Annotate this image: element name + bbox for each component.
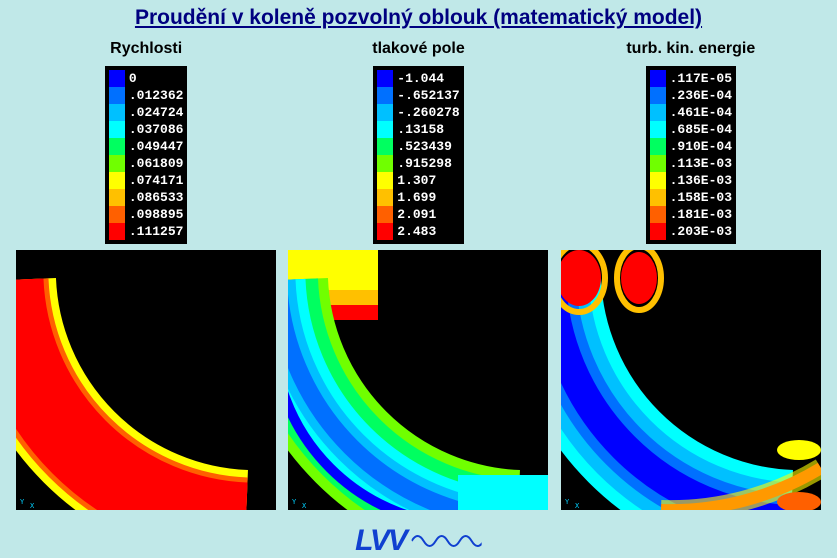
legend-swatch (377, 138, 393, 155)
legend-swatch (109, 138, 125, 155)
legend-swatch (109, 87, 125, 104)
legend-swatch (377, 172, 393, 189)
logo-text: LVV (355, 524, 406, 558)
logo: LVV (355, 524, 482, 558)
page-title: Proudění v koleně pozvolný oblouk (matem… (0, 0, 837, 30)
legend-value: .910E-04 (670, 138, 732, 155)
legend-swatch (377, 121, 393, 138)
legend-value: .024724 (129, 104, 184, 121)
legend-swatch (650, 138, 666, 155)
svg-text:Y: Y (20, 498, 25, 506)
legend-swatches (377, 70, 393, 240)
simulation-plot: Y X (16, 250, 276, 510)
legend-labels: -1.044-.652137-.260278.13158.523439.9152… (397, 70, 459, 240)
legend-swatches (650, 70, 666, 240)
legend-swatch (109, 189, 125, 206)
svg-text:Y: Y (565, 498, 570, 506)
legend-value: .203E-03 (670, 223, 732, 240)
legend-value: .236E-04 (670, 87, 732, 104)
legend-value: .461E-04 (670, 104, 732, 121)
legend-value: .113E-03 (670, 155, 732, 172)
legend-value: -1.044 (397, 70, 459, 87)
legend-swatch (109, 104, 125, 121)
legend-swatch (650, 121, 666, 138)
legend-swatch (650, 206, 666, 223)
svg-text:X: X (302, 502, 307, 510)
svg-text:X: X (575, 502, 580, 510)
legend-value: .086533 (129, 189, 184, 206)
svg-text:Y: Y (292, 498, 297, 506)
legend-swatch (109, 223, 125, 240)
panel-header: tlakové pole (372, 40, 464, 58)
legend-value: .685E-04 (670, 121, 732, 138)
panel-header: turb. kin. energie (626, 40, 755, 58)
legend-value: .915298 (397, 155, 459, 172)
legend-value: .037086 (129, 121, 184, 138)
legend-value: 1.307 (397, 172, 459, 189)
legend-swatch (377, 155, 393, 172)
legend-value: .049447 (129, 138, 184, 155)
legend-swatch (650, 172, 666, 189)
legend-value: .158E-03 (670, 189, 732, 206)
legend-value: .523439 (397, 138, 459, 155)
simulation-plot: Y X (288, 250, 548, 510)
legend-value: 2.091 (397, 206, 459, 223)
legend-swatch (377, 70, 393, 87)
legend-swatch (109, 206, 125, 223)
panel-velocity: Rychlosti 0.012362.024724.037086.049447.… (16, 40, 276, 510)
legend-value: -.652137 (397, 87, 459, 104)
legend-value: .181E-03 (670, 206, 732, 223)
legend-value: .098895 (129, 206, 184, 223)
legend-swatch (650, 223, 666, 240)
legend-swatch (109, 172, 125, 189)
legend-labels: 0.012362.024724.037086.049447.061809.074… (129, 70, 184, 240)
legend-swatch (650, 189, 666, 206)
legend-value: .136E-03 (670, 172, 732, 189)
svg-text:X: X (30, 502, 35, 510)
legend-swatch (109, 70, 125, 87)
legend-swatch (377, 189, 393, 206)
legend-value: 1.699 (397, 189, 459, 206)
legend-swatch (109, 121, 125, 138)
legend-value: 0 (129, 70, 184, 87)
legend-value: 2.483 (397, 223, 459, 240)
legend-value: .117E-05 (670, 70, 732, 87)
panel-row: Rychlosti 0.012362.024724.037086.049447.… (0, 40, 837, 510)
color-legend: -1.044-.652137-.260278.13158.523439.9152… (373, 66, 463, 244)
legend-value: .074171 (129, 172, 184, 189)
legend-swatches (109, 70, 125, 240)
color-legend: .117E-05.236E-04.461E-04.685E-04.910E-04… (646, 66, 736, 244)
legend-labels: .117E-05.236E-04.461E-04.685E-04.910E-04… (670, 70, 732, 240)
legend-value: .13158 (397, 121, 459, 138)
legend-swatch (377, 206, 393, 223)
panel-header: Rychlosti (110, 40, 182, 58)
legend-swatch (377, 87, 393, 104)
legend-value: -.260278 (397, 104, 459, 121)
legend-value: .012362 (129, 87, 184, 104)
legend-swatch (650, 87, 666, 104)
panel-pressure: tlakové pole -1.044-.652137-.260278.1315… (288, 40, 548, 510)
logo-wave-icon (412, 531, 482, 551)
color-legend: 0.012362.024724.037086.049447.061809.074… (105, 66, 188, 244)
legend-swatch (377, 104, 393, 121)
legend-swatch (650, 155, 666, 172)
legend-swatch (650, 104, 666, 121)
legend-value: .061809 (129, 155, 184, 172)
legend-swatch (377, 223, 393, 240)
legend-swatch (109, 155, 125, 172)
legend-swatch (650, 70, 666, 87)
panel-tke: turb. kin. energie .117E-05.236E-04.461E… (561, 40, 821, 510)
simulation-plot: Y X (561, 250, 821, 510)
legend-value: .111257 (129, 223, 184, 240)
